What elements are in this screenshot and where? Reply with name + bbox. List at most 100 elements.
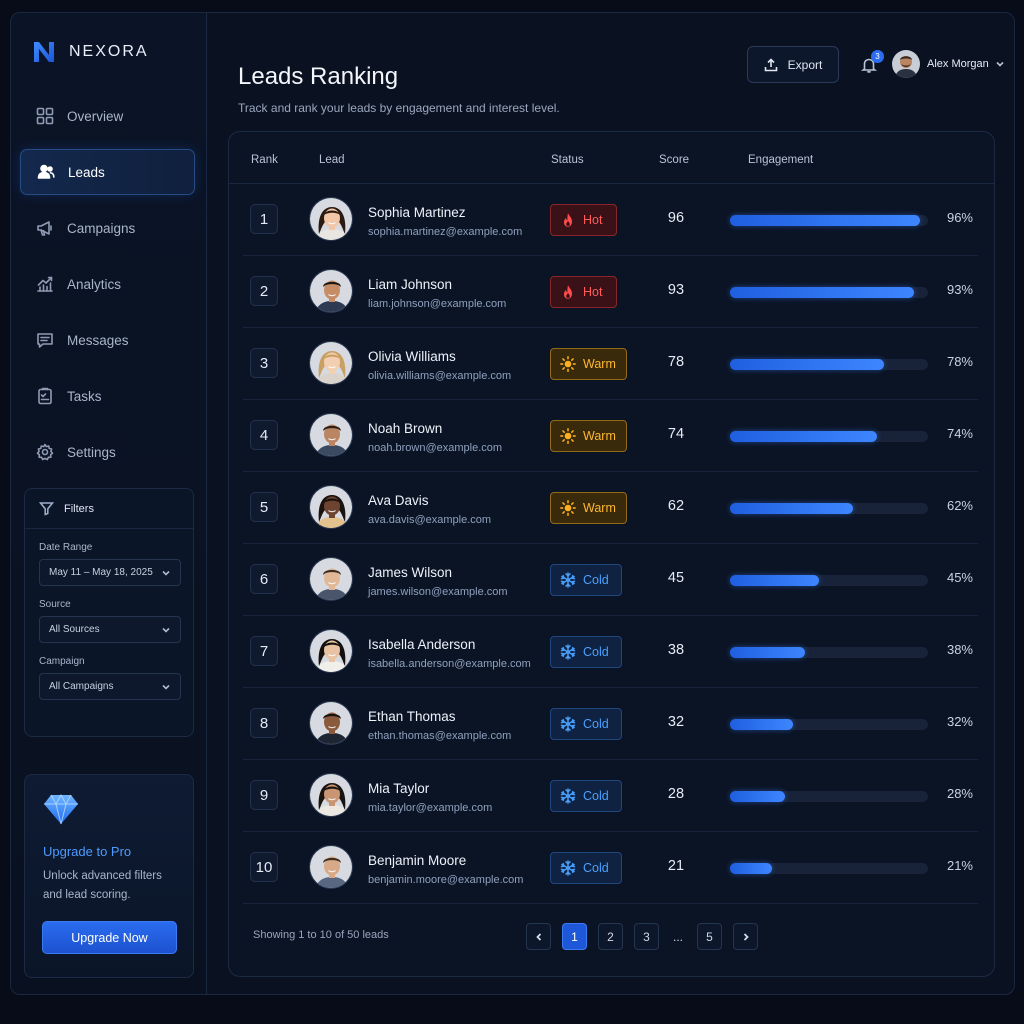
status-badge: Cold [550, 636, 622, 668]
status-label: Warm [583, 429, 616, 443]
date-range-select[interactable]: May 11 – May 18, 2025 [39, 559, 181, 586]
chevron-down-icon [996, 61, 1004, 67]
lead-email[interactable]: mia.taylor@example.com [368, 802, 493, 814]
column-header-rank[interactable]: Rank [251, 154, 278, 166]
table-row[interactable]: 10 Benjamin Moore benjamin.moore@example… [243, 832, 978, 904]
bell-icon [860, 58, 878, 73]
chevron-right-icon [743, 932, 749, 941]
notifications-button[interactable]: 3 [860, 50, 884, 73]
flame-icon [564, 213, 572, 227]
lead-score: 38 [667, 642, 685, 658]
engagement-percent: 78% [946, 354, 973, 369]
engagement-bar [730, 575, 928, 586]
previous-page-button[interactable] [526, 923, 551, 950]
status-badge: Warm [550, 420, 627, 452]
source-select[interactable]: All Sources [39, 616, 181, 643]
sidebar-item-tasks[interactable]: Tasks [20, 373, 195, 419]
lead-email[interactable]: benjamin.moore@example.com [368, 874, 524, 886]
sidebar-item-messages[interactable]: Messages [20, 317, 195, 363]
next-page-button[interactable] [733, 923, 758, 950]
avatar [309, 341, 353, 385]
status-label: Cold [583, 645, 609, 659]
engagement-bar-fill [730, 863, 772, 874]
lead-score: 45 [667, 570, 685, 586]
engagement-bar [730, 359, 928, 370]
upgrade-title: Upgrade to Pro [43, 844, 132, 859]
campaign-label: Campaign [39, 656, 85, 667]
table-row[interactable]: 4 Noah Brown noah.brown@example.com Warm… [243, 400, 978, 472]
lead-email[interactable]: sophia.martinez@example.com [368, 226, 523, 238]
sidebar-item-label: Tasks [67, 388, 102, 404]
status-badge: Warm [550, 492, 627, 524]
user-menu[interactable]: Alex Morgan [892, 50, 1005, 78]
sidebar-item-label: Leads [68, 164, 105, 180]
lead-name[interactable]: Liam Johnson [368, 277, 453, 292]
lead-name[interactable]: Ava Davis [368, 493, 429, 508]
sidebar-item-label: Campaigns [67, 220, 136, 236]
filters-header: Filters [25, 489, 193, 529]
column-header-status[interactable]: Status [551, 154, 584, 166]
lead-score: 93 [667, 282, 685, 298]
table-row[interactable]: 1 Sophia Martinez sophia.martinez@exampl… [243, 184, 978, 256]
lead-name[interactable]: Isabella Anderson [368, 637, 476, 652]
table-body: 1 Sophia Martinez sophia.martinez@exampl… [243, 184, 978, 904]
column-header-engagement[interactable]: Engagement [748, 154, 814, 166]
logo[interactable]: NEXORA [31, 39, 149, 65]
table-row[interactable]: 3 Olivia Williams olivia.williams@exampl… [243, 328, 978, 400]
upgrade-now-button[interactable]: Upgrade Now [42, 921, 177, 954]
sidebar-item-label: Settings [67, 444, 116, 460]
lead-score: 74 [667, 426, 685, 442]
rank-badge: 7 [250, 636, 278, 666]
page-button-3[interactable]: 3 [634, 923, 659, 950]
campaign-select[interactable]: All Campaigns [39, 673, 181, 700]
rank-badge: 4 [250, 420, 278, 450]
page-button-2[interactable]: 2 [598, 923, 623, 950]
lead-score: 32 [667, 714, 685, 730]
lead-name[interactable]: Sophia Martinez [368, 205, 466, 220]
table-row[interactable]: 7 Isabella Anderson isabella.anderson@ex… [243, 616, 978, 688]
sidebar-item-settings[interactable]: Settings [20, 429, 195, 475]
sidebar-item-overview[interactable]: Overview [20, 93, 195, 139]
column-header-lead[interactable]: Lead [319, 154, 345, 166]
status-label: Hot [583, 213, 603, 227]
lead-email[interactable]: noah.brown@example.com [368, 442, 503, 454]
lead-score: 21 [667, 858, 685, 874]
user-name: Alex Morgan [927, 58, 989, 70]
lead-email[interactable]: james.wilson@example.com [368, 586, 508, 598]
status-label: Cold [583, 861, 609, 875]
lead-name[interactable]: Ethan Thomas [368, 709, 456, 724]
table-row[interactable]: 2 Liam Johnson liam.johnson@example.com … [243, 256, 978, 328]
lead-name[interactable]: Benjamin Moore [368, 853, 467, 868]
engagement-percent: 28% [946, 786, 973, 801]
lead-email[interactable]: isabella.anderson@example.com [368, 658, 531, 670]
lead-name[interactable]: James Wilson [368, 565, 453, 580]
lead-name[interactable]: Mia Taylor [368, 781, 430, 796]
rank-badge: 6 [250, 564, 278, 594]
export-button[interactable]: Export [747, 46, 839, 83]
status-label: Cold [583, 717, 609, 731]
page-button-1[interactable]: 1 [562, 923, 587, 950]
upgrade-text: Unlock advanced filters and lead scoring… [43, 870, 162, 901]
sidebar-item-campaigns[interactable]: Campaigns [20, 205, 195, 251]
avatar [309, 485, 353, 529]
lead-email[interactable]: ethan.thomas@example.com [368, 730, 512, 742]
column-header-score[interactable]: Score [659, 154, 690, 166]
sidebar-item-analytics[interactable]: Analytics [20, 261, 195, 307]
upload-icon [764, 57, 777, 71]
table-row[interactable]: 8 Ethan Thomas ethan.thomas@example.com … [243, 688, 978, 760]
page-button-5[interactable]: 5 [697, 923, 722, 950]
engagement-percent: 38% [946, 642, 973, 657]
lead-name[interactable]: Noah Brown [368, 421, 443, 436]
lead-email[interactable]: liam.johnson@example.com [368, 298, 507, 310]
engagement-bar [730, 431, 928, 442]
engagement-bar [730, 647, 928, 658]
table-row[interactable]: 9 Mia Taylor mia.taylor@example.com Cold… [243, 760, 978, 832]
lead-email[interactable]: olivia.williams@example.com [368, 370, 512, 382]
rank-badge: 3 [250, 348, 278, 378]
lead-email[interactable]: ava.davis@example.com [368, 514, 492, 526]
sidebar-item-leads[interactable]: Leads [20, 149, 195, 195]
lead-name[interactable]: Olivia Williams [368, 349, 456, 364]
table-row[interactable]: 5 Ava Davis ava.davis@example.com Warm 6… [243, 472, 978, 544]
table-row[interactable]: 6 James Wilson james.wilson@example.com … [243, 544, 978, 616]
status-badge: Cold [550, 564, 622, 596]
